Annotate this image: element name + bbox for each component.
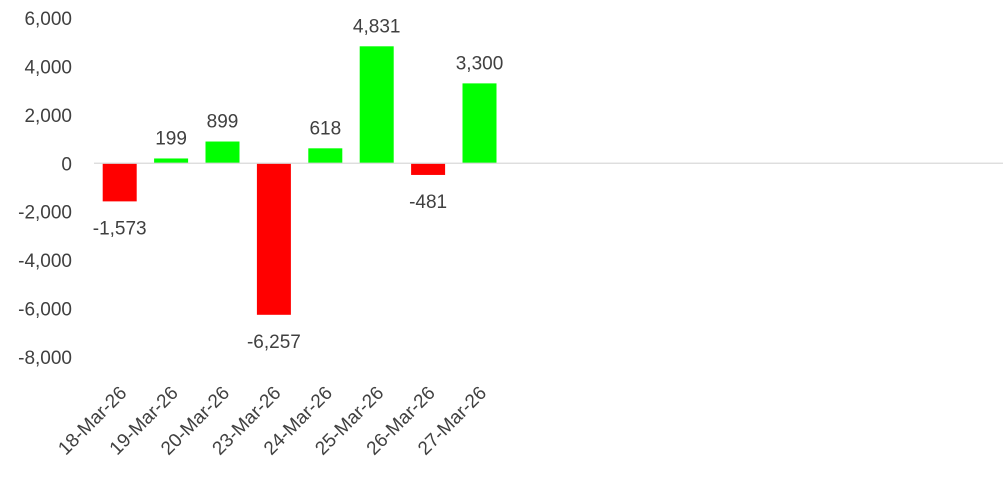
y-tick-label: 0 (61, 154, 72, 175)
y-tick-label: -8,000 (18, 348, 72, 369)
x-axis: 18-Mar-2619-Mar-2620-Mar-2623-Mar-2624-M… (54, 383, 491, 460)
bar-20-Mar-26 (205, 141, 240, 164)
data-label: 199 (155, 128, 187, 149)
bar-19-Mar-26 (154, 158, 189, 164)
data-label: 899 (207, 112, 239, 133)
y-tick-label: 6,000 (24, 9, 72, 30)
bar-24-Mar-26 (308, 148, 343, 164)
y-tick-label: -4,000 (18, 251, 72, 272)
bar-25-Mar-26 (359, 46, 394, 164)
y-tick-label: 4,000 (24, 57, 72, 78)
y-axis: 6,000 4,000 2,000 0 -2,000 -4,000 -6,000 -8,000 (18, 9, 72, 369)
y-tick-label: -6,000 (18, 300, 72, 321)
bar-23-Mar-26 (256, 163, 291, 315)
data-label: -1,573 (93, 218, 147, 239)
bar-27-Mar-26 (462, 83, 497, 164)
data-label: -6,257 (247, 332, 301, 353)
data-labels: -1,573 199 899 -6,257 618 4,831 -481 3,300 (93, 16, 504, 352)
data-label: -481 (409, 192, 447, 213)
bar-26-Mar-26 (411, 163, 446, 175)
data-label: 4,831 (353, 16, 401, 37)
bar-18-Mar-26 (102, 163, 137, 202)
data-label: 618 (309, 118, 341, 139)
y-tick-label: -2,000 (18, 203, 72, 224)
y-tick-label: 2,000 (24, 106, 72, 127)
bars (102, 46, 497, 315)
data-label: 3,300 (456, 53, 504, 74)
